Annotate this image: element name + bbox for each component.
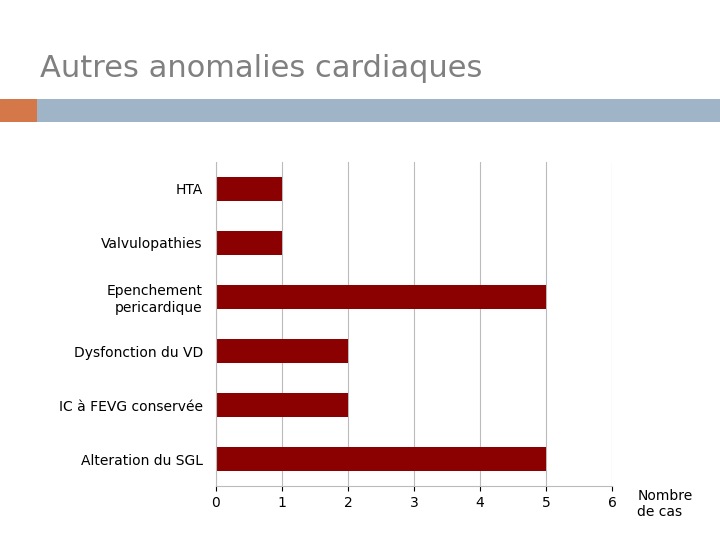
Text: Nombre
de cas: Nombre de cas: [637, 489, 693, 519]
Bar: [216, 231, 282, 255]
Bar: [216, 393, 348, 417]
Bar: [216, 177, 282, 201]
Bar: [216, 339, 348, 363]
Text: Autres anomalies cardiaques: Autres anomalies cardiaques: [40, 54, 482, 83]
Bar: [216, 285, 546, 309]
Bar: [216, 447, 546, 471]
